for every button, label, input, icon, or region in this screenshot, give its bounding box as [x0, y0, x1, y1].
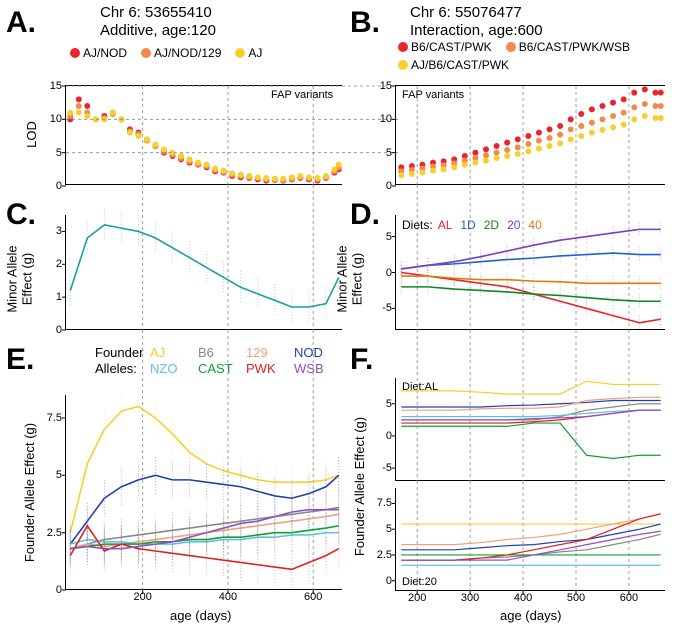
tick-y: 10 — [380, 113, 396, 125]
panel-letter-a: A. — [6, 6, 36, 40]
legend-label: B6/CAST/PWK — [411, 40, 492, 54]
tick-y: 7.5 — [377, 497, 396, 509]
tick-x: 300 — [461, 590, 479, 604]
inset-label: FAP variants — [271, 89, 333, 101]
legend-diet-label: AL — [438, 218, 453, 232]
tick-x: 600 — [620, 590, 638, 604]
legend-label: AJ/NOD — [83, 46, 127, 60]
ylabel-minor-d: Minor AlleleEffect (g) — [335, 245, 365, 312]
tick-x: 400 — [219, 589, 237, 603]
legend-item: B6/CAST/PWK/WSB — [506, 40, 630, 54]
tick-x: 600 — [304, 589, 322, 603]
chart-b: 051015FAP variants — [395, 85, 665, 185]
legend-founder-label: WSB — [294, 361, 342, 377]
ylabel-lod: LOD — [24, 121, 39, 148]
legend-b: B6/CAST/PWK B6/CAST/PWK/WSB AJ/B6/CAST/PWK — [398, 40, 676, 72]
tick-y: 15 — [50, 80, 66, 92]
tick-x: 200 — [408, 590, 426, 604]
panel-letter-d: D. — [350, 198, 380, 232]
header-b2: Interaction, age:600 — [410, 22, 543, 39]
legend-dot — [141, 48, 151, 58]
xlabel-f: age (days) — [500, 608, 561, 623]
chart-c: 0123 — [65, 215, 342, 330]
tick-y: 5 — [386, 523, 396, 535]
tick-y: 15 — [380, 80, 396, 92]
legend-diet-label: 40 — [528, 218, 541, 232]
legend-item: B6/CAST/PWK — [398, 40, 492, 54]
legend-dot — [70, 48, 80, 58]
tick-y: 5 — [386, 398, 396, 410]
tick-y: 0 — [386, 430, 396, 442]
legend-label: AJ — [248, 46, 262, 60]
tick-y: 10 — [50, 113, 66, 125]
panel-letter-b: B. — [350, 6, 380, 40]
tick-y: -5 — [382, 302, 396, 314]
legend-label: AJ/B6/CAST/PWK — [411, 58, 509, 72]
tick-x: 500 — [567, 590, 585, 604]
tick-y: 2.5 — [47, 527, 66, 539]
ylabel-founder-f: Founder Allele Effect (g) — [352, 417, 367, 556]
legend-item: AJ/NOD/129 — [141, 46, 221, 60]
tick-y: 0 — [386, 180, 396, 192]
tick-y: 7.5 — [47, 412, 66, 424]
legend-dot — [235, 48, 245, 58]
inset-label: FAP variants — [402, 89, 464, 101]
legend-item: AJ/B6/CAST/PWK — [398, 58, 509, 72]
tick-y: 5 — [56, 469, 66, 481]
tick-y: 0 — [56, 584, 66, 596]
tick-y: 3 — [56, 225, 66, 237]
legend-founder-label: B6 — [198, 345, 246, 361]
legend-founder-label: NOD — [294, 345, 342, 361]
tick-y: 2 — [56, 258, 66, 270]
legend-label: B6/CAST/PWK/WSB — [519, 40, 630, 54]
legend-item: AJ/NOD — [70, 46, 127, 60]
tick-x: 200 — [134, 589, 152, 603]
tick-y: 0 — [56, 180, 66, 192]
ylabel-founder-e: Founder Allele Effect (g) — [22, 423, 37, 562]
chart-a: 051015FAP variants — [65, 85, 342, 185]
tick-y: 5 — [386, 231, 396, 243]
legend-founder-label: PWK — [246, 361, 294, 377]
tick-y: 0 — [386, 267, 396, 279]
inset-label: Diet:20 — [402, 576, 437, 588]
tick-x: 400 — [514, 590, 532, 604]
legend-founder-label: AJ — [150, 345, 198, 361]
legend-e: AJB6129NOD NZOCASTPWKWSB — [150, 345, 355, 377]
header-b1: Chr 6: 55076477 — [410, 4, 522, 21]
ylabel-minor-c: Minor AlleleEffect (g) — [5, 245, 35, 312]
header-a2: Additive, age:120 — [100, 22, 216, 39]
tick-y: 5 — [56, 147, 66, 159]
legend-a: AJ/NOD AJ/NOD/129 AJ — [70, 46, 350, 60]
legend-item: AJ — [235, 46, 262, 60]
tick-y: 1 — [56, 291, 66, 303]
legend-e-label2: Alleles: — [95, 361, 137, 376]
tick-y: 0 — [386, 575, 396, 587]
legend-dot — [398, 42, 408, 52]
legend-dot — [398, 60, 408, 70]
inset-label: Diet:AL — [402, 381, 438, 393]
tick-y: -5 — [382, 462, 396, 474]
tick-y: 0 — [56, 324, 66, 336]
legend-dot — [506, 42, 516, 52]
legend-founder-label: NZO — [150, 361, 198, 377]
xlabel-e: age (days) — [170, 608, 231, 623]
tick-y: 2.5 — [377, 549, 396, 561]
legend-founder-label: CAST — [198, 361, 246, 377]
header-a1: Chr 6: 53655410 — [100, 4, 212, 21]
legend-label: AJ/NOD/129 — [154, 46, 221, 60]
legend-d: Diets:AL1D2D2040 — [402, 218, 550, 232]
legend-founder-label: 129 — [246, 345, 294, 361]
tick-y: 5 — [386, 147, 396, 159]
legend-e-label1: Founder — [95, 345, 143, 360]
panel-letter-c: C. — [6, 198, 36, 232]
chart-d: -505Diets:AL1D2D2040 — [395, 215, 665, 330]
chart-e: 02.557.5200400600 — [65, 395, 342, 590]
panel-letter-e: E. — [6, 343, 34, 377]
chart-f2: 02.557.5200300400500600Diet:20 — [395, 488, 665, 591]
legend-diet-label: 20 — [507, 218, 520, 232]
legend-diet-label: 2D — [484, 218, 499, 232]
chart-f1: -505Diet:AL — [395, 378, 665, 481]
legend-diet-label: 1D — [460, 218, 475, 232]
